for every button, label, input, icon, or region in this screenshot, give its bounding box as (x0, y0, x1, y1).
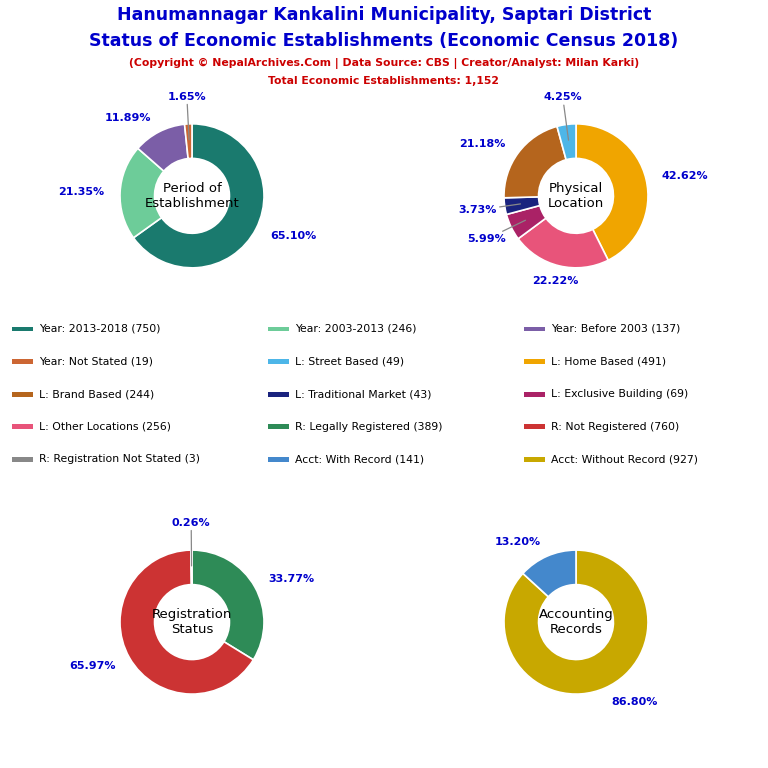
FancyBboxPatch shape (12, 326, 33, 331)
Text: 33.77%: 33.77% (269, 574, 315, 584)
Text: 0.26%: 0.26% (172, 518, 210, 566)
Text: L: Home Based (491): L: Home Based (491) (551, 356, 667, 366)
Text: 5.99%: 5.99% (467, 220, 525, 244)
Wedge shape (557, 124, 576, 160)
Wedge shape (192, 550, 264, 660)
Wedge shape (134, 124, 264, 268)
Text: Acct: With Record (141): Acct: With Record (141) (295, 455, 424, 465)
Text: L: Brand Based (244): L: Brand Based (244) (39, 389, 154, 399)
FancyBboxPatch shape (524, 326, 545, 331)
Wedge shape (120, 550, 253, 694)
FancyBboxPatch shape (524, 425, 545, 429)
Wedge shape (184, 124, 192, 159)
Wedge shape (138, 124, 188, 171)
Text: Status of Economic Establishments (Economic Census 2018): Status of Economic Establishments (Econo… (89, 32, 679, 50)
Wedge shape (504, 550, 648, 694)
Text: 65.10%: 65.10% (270, 231, 316, 241)
Wedge shape (504, 127, 566, 198)
FancyBboxPatch shape (524, 359, 545, 364)
Text: R: Registration Not Stated (3): R: Registration Not Stated (3) (39, 455, 200, 465)
Text: Period of
Establishment: Period of Establishment (144, 182, 240, 210)
Text: L: Street Based (49): L: Street Based (49) (295, 356, 404, 366)
FancyBboxPatch shape (267, 326, 289, 331)
Text: Hanumannagar Kankalini Municipality, Saptari District: Hanumannagar Kankalini Municipality, Sap… (117, 6, 651, 25)
Text: Physical
Location: Physical Location (548, 182, 604, 210)
Text: Year: Before 2003 (137): Year: Before 2003 (137) (551, 324, 680, 334)
Wedge shape (576, 124, 648, 260)
Text: Acct: Without Record (927): Acct: Without Record (927) (551, 455, 698, 465)
Wedge shape (506, 206, 546, 239)
Text: 86.80%: 86.80% (611, 697, 657, 707)
FancyBboxPatch shape (267, 425, 289, 429)
Text: 22.22%: 22.22% (532, 276, 579, 286)
Text: L: Traditional Market (43): L: Traditional Market (43) (295, 389, 432, 399)
Text: Accounting
Records: Accounting Records (538, 608, 614, 636)
FancyBboxPatch shape (524, 392, 545, 396)
FancyBboxPatch shape (524, 457, 545, 462)
Text: 65.97%: 65.97% (69, 660, 116, 670)
Text: L: Other Locations (256): L: Other Locations (256) (39, 422, 171, 432)
FancyBboxPatch shape (12, 392, 33, 396)
Text: Year: Not Stated (19): Year: Not Stated (19) (39, 356, 153, 366)
Text: R: Legally Registered (389): R: Legally Registered (389) (295, 422, 442, 432)
Text: Year: 2013-2018 (750): Year: 2013-2018 (750) (39, 324, 161, 334)
Text: L: Exclusive Building (69): L: Exclusive Building (69) (551, 389, 688, 399)
FancyBboxPatch shape (267, 392, 289, 396)
Wedge shape (518, 218, 608, 268)
FancyBboxPatch shape (12, 457, 33, 462)
Text: 4.25%: 4.25% (544, 92, 582, 141)
Text: R: Not Registered (760): R: Not Registered (760) (551, 422, 680, 432)
Wedge shape (523, 550, 576, 597)
Wedge shape (120, 148, 164, 238)
Text: 11.89%: 11.89% (105, 113, 151, 123)
Text: 1.65%: 1.65% (167, 91, 206, 140)
Text: 13.20%: 13.20% (495, 537, 541, 547)
Text: 3.73%: 3.73% (458, 204, 521, 215)
Text: Year: 2003-2013 (246): Year: 2003-2013 (246) (295, 324, 417, 334)
Text: (Copyright © NepalArchives.Com | Data Source: CBS | Creator/Analyst: Milan Karki: (Copyright © NepalArchives.Com | Data So… (129, 58, 639, 69)
FancyBboxPatch shape (12, 359, 33, 364)
Text: 21.35%: 21.35% (58, 187, 104, 197)
FancyBboxPatch shape (267, 457, 289, 462)
FancyBboxPatch shape (267, 359, 289, 364)
Wedge shape (190, 550, 192, 584)
Text: Registration
Status: Registration Status (152, 608, 232, 636)
Text: 21.18%: 21.18% (459, 138, 505, 148)
FancyBboxPatch shape (12, 425, 33, 429)
Text: 42.62%: 42.62% (661, 170, 708, 180)
Wedge shape (504, 197, 540, 214)
Text: Total Economic Establishments: 1,152: Total Economic Establishments: 1,152 (269, 76, 499, 86)
